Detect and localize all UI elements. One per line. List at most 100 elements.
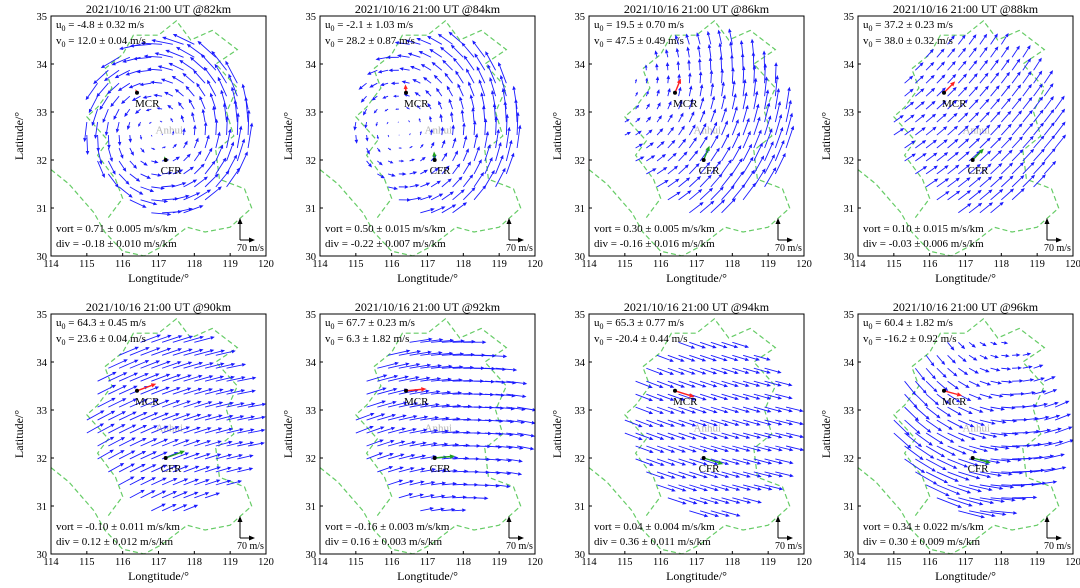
wind-vector bbox=[742, 497, 762, 504]
wind-vector bbox=[135, 108, 141, 114]
wind-vector bbox=[925, 471, 949, 484]
wind-vector bbox=[194, 427, 212, 434]
wind-vector bbox=[129, 412, 148, 421]
x-tick-label: 116 bbox=[653, 557, 668, 568]
wind-vector bbox=[656, 380, 675, 388]
wind-vector bbox=[431, 481, 447, 486]
wind-vector bbox=[710, 341, 728, 349]
wind-vector bbox=[753, 471, 773, 478]
wind-vector bbox=[376, 134, 379, 140]
wind-vector bbox=[721, 380, 739, 388]
province-border bbox=[320, 19, 522, 256]
wind-vector bbox=[1001, 354, 1010, 358]
wind-vector bbox=[731, 80, 736, 97]
wind-vector bbox=[925, 406, 941, 419]
wind-vector bbox=[501, 87, 507, 110]
divergence-value: div = 0.30 ± 0.009 m/s/km bbox=[863, 536, 980, 548]
wind-vector bbox=[785, 432, 804, 439]
wind-vector bbox=[947, 73, 957, 84]
wind-vector bbox=[678, 497, 698, 505]
wind-vector bbox=[968, 471, 992, 479]
wind-vector bbox=[678, 341, 696, 349]
wind-vector bbox=[226, 389, 246, 395]
wind-vector bbox=[408, 120, 410, 123]
wind-vector bbox=[990, 137, 1002, 149]
wind-vector bbox=[204, 134, 210, 149]
wind-vector bbox=[667, 380, 686, 388]
wind-vector bbox=[182, 72, 195, 84]
wind-vector bbox=[226, 441, 244, 447]
wind-vector bbox=[635, 406, 654, 415]
wind-vector bbox=[358, 82, 367, 90]
wind-vector bbox=[452, 150, 459, 162]
wind-vector bbox=[129, 43, 152, 48]
wind-vector bbox=[635, 445, 654, 454]
x-tick-label: 120 bbox=[258, 259, 274, 270]
wind-vector bbox=[710, 95, 716, 110]
wind-vector bbox=[947, 86, 957, 97]
x-axis-label: Longtitude/° bbox=[666, 569, 727, 583]
wind-vector bbox=[151, 334, 172, 343]
wind-vector bbox=[1054, 121, 1066, 136]
province-label: Anhui bbox=[156, 423, 184, 435]
x-tick-label: 118 bbox=[456, 259, 471, 270]
wind-vector bbox=[947, 471, 970, 481]
wind-vector bbox=[220, 89, 228, 110]
wind-vector bbox=[377, 361, 399, 369]
wind-vector bbox=[947, 151, 959, 162]
wind-vector bbox=[102, 108, 109, 124]
wind-vector bbox=[151, 386, 170, 395]
wind-vector bbox=[689, 341, 707, 349]
wind-vector bbox=[721, 341, 739, 349]
wind-vector bbox=[225, 60, 238, 84]
wind-vector bbox=[1011, 71, 1021, 84]
wind-vector bbox=[696, 32, 701, 45]
scale-label: 70 m/s bbox=[1044, 243, 1071, 254]
wind-vector bbox=[936, 497, 962, 508]
wind-vector bbox=[1001, 123, 1012, 136]
wind-vector bbox=[990, 85, 1000, 97]
divergence-value: div = -0.03 ± 0.006 m/s/km bbox=[863, 238, 984, 250]
wind-vector bbox=[215, 131, 221, 149]
wind-vector bbox=[363, 108, 367, 116]
y-tick-label: 34 bbox=[306, 358, 317, 369]
wind-vector bbox=[226, 415, 245, 421]
x-axis-label: Longtitude/° bbox=[128, 271, 189, 285]
wind-vector bbox=[140, 373, 160, 382]
wind-vector bbox=[645, 90, 649, 97]
u0-value: u0 = 65.3 ± 0.77 m/s bbox=[594, 317, 684, 331]
wind-vector bbox=[785, 86, 791, 110]
wind-vector bbox=[721, 172, 734, 188]
wind-vector bbox=[721, 133, 730, 149]
wind-vector bbox=[645, 116, 652, 123]
wind-vector bbox=[719, 55, 723, 71]
x-axis-label: Longtitude/° bbox=[666, 271, 727, 285]
wind-vector bbox=[132, 56, 152, 61]
wind-vector bbox=[717, 29, 723, 45]
cfr-station-dot bbox=[701, 456, 706, 460]
wind-vector bbox=[688, 98, 694, 110]
panel-3: Anhui MCR CFR 114 115 116 117 118 119 120 30 31 32 33… bbox=[550, 2, 812, 285]
wind-vector bbox=[151, 186, 165, 190]
wind-vector bbox=[904, 114, 915, 123]
wind-vector bbox=[925, 178, 939, 188]
wind-vector bbox=[473, 172, 485, 188]
wind-vector bbox=[107, 173, 119, 188]
wind-vector bbox=[947, 354, 956, 364]
wind-vector bbox=[742, 406, 761, 413]
wind-vector bbox=[764, 406, 783, 413]
wind-vector bbox=[968, 484, 993, 492]
x-tick-label: 115 bbox=[79, 557, 94, 568]
wind-vector bbox=[157, 65, 173, 71]
wind-vector bbox=[104, 122, 109, 137]
wind-vector bbox=[398, 350, 422, 356]
wind-vector bbox=[172, 478, 189, 486]
wind-vector bbox=[495, 484, 511, 489]
wind-vector bbox=[968, 150, 981, 162]
wind-vector bbox=[140, 477, 157, 486]
wind-vector bbox=[750, 38, 755, 58]
wind-vector bbox=[689, 176, 701, 188]
wind-vector bbox=[366, 160, 373, 168]
wind-vector bbox=[466, 68, 475, 84]
wind-vector bbox=[990, 354, 999, 359]
